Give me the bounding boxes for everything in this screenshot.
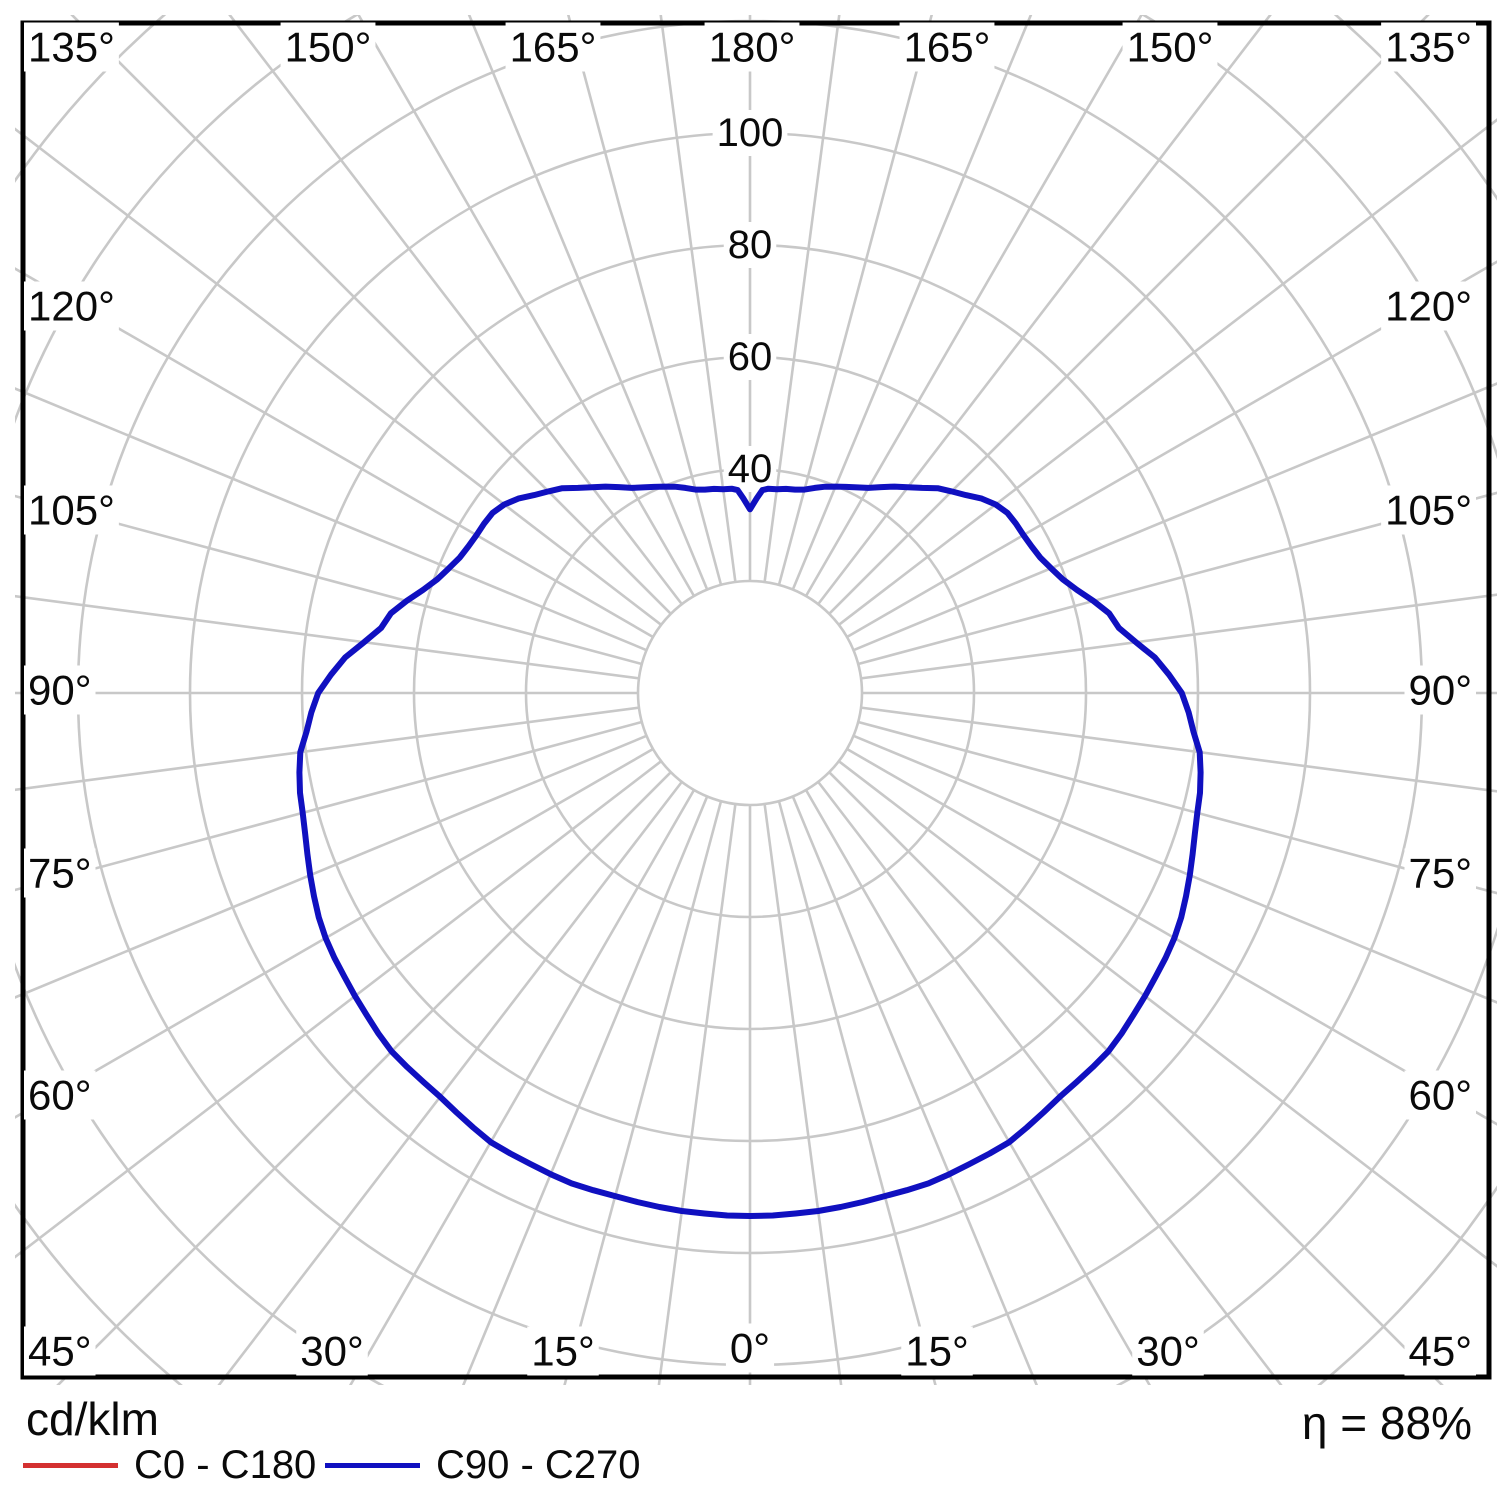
angle-label: 150° [285,24,372,71]
label-background [712,110,788,156]
axis-labels: 135° 150° 165° 180° 165° 150° 135° 120° 105° 90° 7… [24,22,1476,1376]
label-background [1404,848,1476,898]
label-background [723,222,777,268]
legend-label-c90-c270: C90 - C270 [436,1442,641,1487]
label-background [723,446,777,492]
angle-label: 75° [1408,850,1472,897]
radius-tick-label: 100 [717,111,784,155]
angle-label: 120° [28,283,115,330]
label-background [24,485,119,535]
legend-item-c0-c180: C0 - C180 [23,1443,316,1487]
label-background [704,22,800,72]
label-background [1404,1070,1476,1120]
angle-label: 90° [28,667,92,714]
label-background [723,334,777,380]
unit-label: cd/klm [26,1393,159,1445]
angle-label: 180° [709,24,796,71]
angle-label: 105° [28,487,115,534]
angle-label: 45° [28,1328,92,1375]
angle-label: 0° [730,1325,770,1372]
radius-tick-label: 60 [728,335,773,379]
label-background [1404,665,1476,715]
radius-tick-label: 40 [728,447,773,491]
label-background [24,281,119,331]
legend-line-blue [325,1462,420,1468]
angle-label: 75° [28,850,92,897]
legend-item-c90-c270: C90 - C270 [325,1443,641,1487]
label-background [527,1326,599,1376]
label-background [725,1323,775,1373]
angle-label: 60° [28,1072,92,1119]
angle-label: 15° [531,1328,595,1375]
angle-label: 60° [1408,1072,1472,1119]
angle-label: 165° [904,24,991,71]
efficiency-label: η = 88% [1301,1397,1472,1449]
angle-label: 165° [510,24,597,71]
angle-label: 30° [300,1328,364,1375]
angle-label: 45° [1408,1328,1472,1375]
legend-line-red [23,1462,118,1468]
label-background [296,1326,368,1376]
label-background [1381,22,1476,72]
angle-label: 15° [905,1328,969,1375]
label-background [24,22,119,72]
label-background [1381,281,1476,331]
label-background [280,22,376,72]
label-background [24,1070,96,1120]
label-background [1404,1326,1476,1376]
angle-label: 150° [1127,24,1214,71]
angle-label: 90° [1408,667,1472,714]
label-background [901,1326,973,1376]
angle-label: 120° [1385,283,1472,330]
label-background [1132,1326,1204,1376]
label-background [24,1326,96,1376]
label-background [1381,485,1476,535]
label-background [899,22,995,72]
legend-label-c0-c180: C0 - C180 [134,1442,317,1487]
label-background [24,665,96,715]
angle-label: 30° [1136,1328,1200,1375]
angle-label: 135° [28,24,115,71]
intensity-curve-c90-c270 [296,483,1204,1219]
angle-label: 105° [1385,487,1472,534]
label-background [505,22,601,72]
label-background [1122,22,1218,72]
angle-label: 135° [1385,24,1472,71]
label-background [24,848,96,898]
radius-tick-label: 80 [728,223,773,267]
